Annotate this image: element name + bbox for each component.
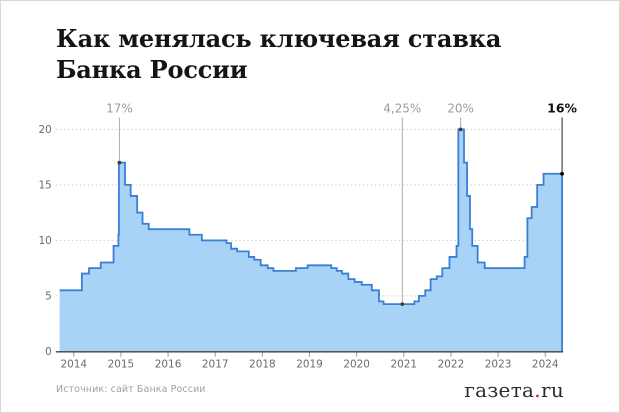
x-tick-label-2016: 2016 (155, 359, 182, 371)
page-title: Как менялась ключевая ставка Банка России (56, 23, 501, 85)
x-tick-label-2018: 2018 (249, 359, 276, 371)
annotation-label: 17% (106, 101, 133, 115)
annotation-16%: 16% (547, 100, 578, 176)
x-tick-label-2021: 2021 (390, 359, 417, 371)
x-tick-label-2023: 2023 (485, 359, 512, 371)
annotation-dot (560, 171, 564, 176)
logo-tld: ru (540, 378, 564, 402)
rate-step-line (59, 128, 563, 352)
x-tick-label-2019: 2019 (296, 359, 323, 371)
logo-dot: . (534, 378, 541, 402)
x-tick-label-2022: 2022 (438, 359, 465, 371)
x-tick-label-2024: 2024 (532, 359, 559, 371)
x-tick-label-2015: 2015 (108, 359, 135, 371)
annotation-label: 20% (447, 101, 474, 115)
y-tick-label-10: 10 (39, 235, 52, 247)
x-tick-label-2014: 2014 (60, 359, 87, 371)
gazeta-ru-logo: газета.ru (464, 378, 564, 402)
annotation-20%: 20% (447, 101, 474, 132)
source-note: Источник: сайт Банка России (56, 384, 206, 395)
annotation-dot (458, 127, 463, 132)
annotation-label: 4,25% (383, 101, 421, 115)
annotation-17%: 17% (106, 101, 133, 165)
y-tick-label-20: 20 (39, 124, 52, 136)
y-tick-label-0: 0 (45, 346, 52, 358)
logo-name: газета (464, 378, 535, 402)
annotation-dot (400, 302, 405, 307)
y-tick-label-15: 15 (39, 179, 52, 191)
x-tick-label-2017: 2017 (202, 359, 229, 371)
x-tick-label-2020: 2020 (343, 359, 370, 371)
title-line-2: Банка России (56, 55, 248, 84)
annotation-4,25%: 4,25% (383, 101, 421, 307)
y-tick-label-5: 5 (45, 290, 52, 302)
annotation-dot (117, 160, 122, 165)
rate-area (59, 129, 563, 352)
annotation-label: 16% (547, 100, 577, 115)
title-line-1: Как менялась ключевая ставка (56, 24, 502, 53)
